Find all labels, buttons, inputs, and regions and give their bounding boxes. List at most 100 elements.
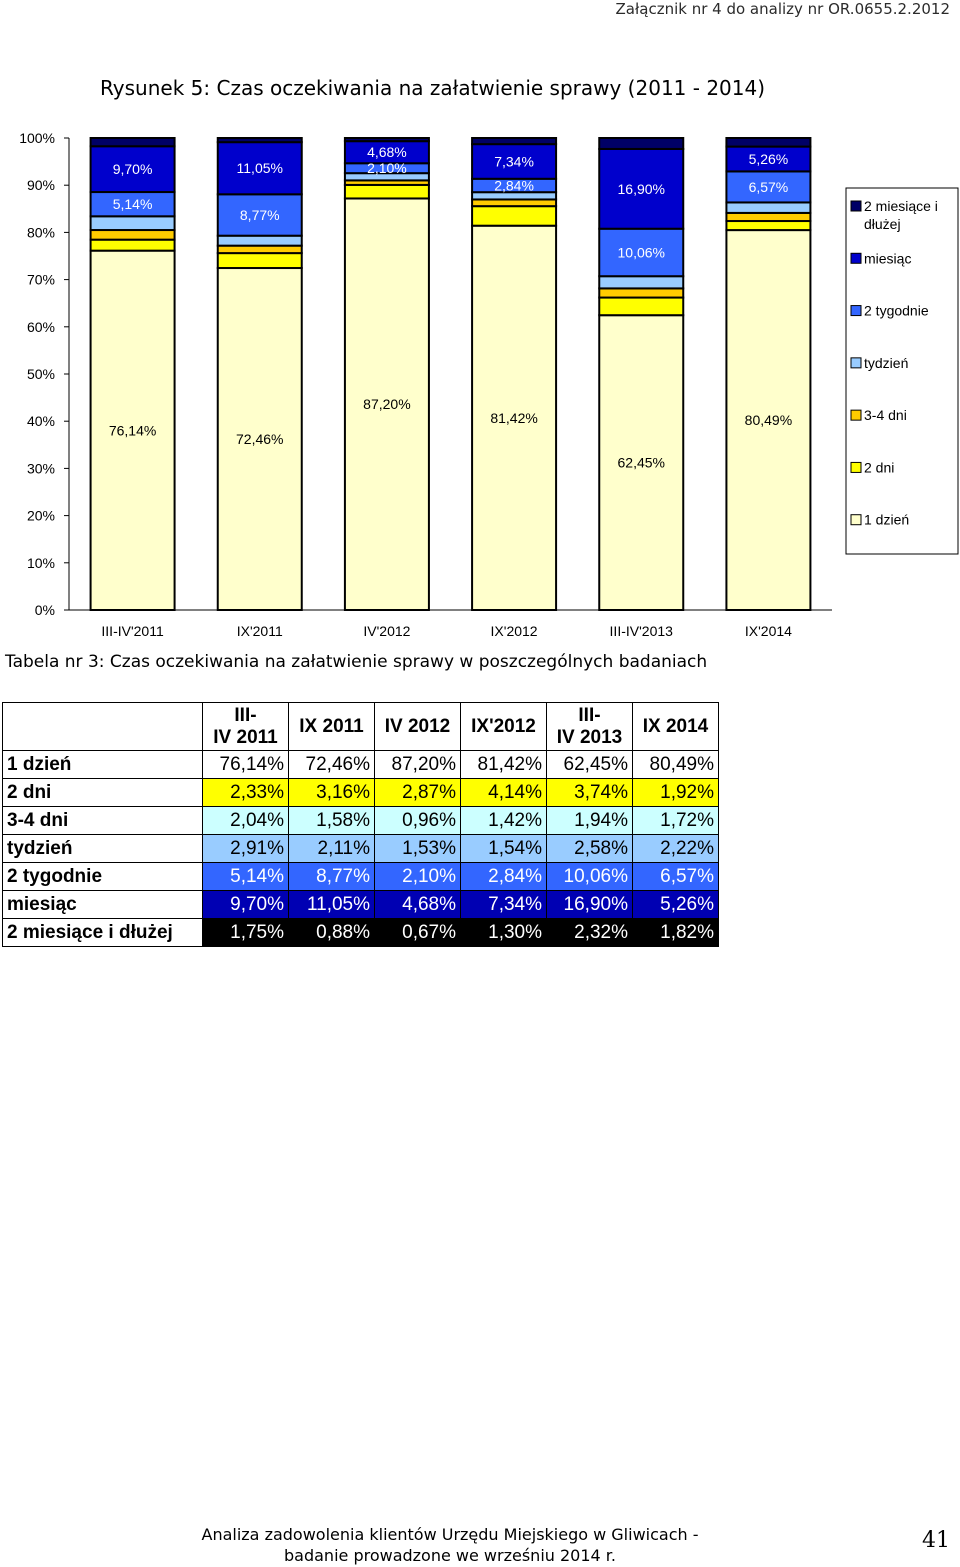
bar-segment [216, 137, 303, 144]
y-tick-label: 0% [35, 602, 55, 618]
y-tick-label: 70% [27, 272, 55, 288]
y-tick-label: 60% [27, 319, 55, 335]
bar-segment [471, 224, 558, 611]
bar-segment [216, 141, 303, 196]
footer-line: Analiza zadowolenia klientów Urzędu Miej… [201, 1525, 699, 1544]
bar-segment [471, 137, 558, 146]
table-cell: 76,14% [202, 750, 289, 779]
column-header: IX 2014 [632, 702, 719, 751]
bar-segment [89, 249, 176, 612]
row-label: miesiąc [2, 890, 203, 919]
figure-title: Rysunek 5: Czas oczekiwania na załatwien… [100, 76, 766, 100]
row-label: 2 miesiące i dłużej [2, 918, 203, 947]
column-header-part: IV 2011 [213, 726, 278, 748]
row-label: tydzień [2, 834, 203, 863]
bar-segment [89, 137, 176, 148]
y-tick-label: 40% [27, 413, 55, 429]
y-tick-label: 10% [27, 555, 55, 571]
column-header: IV 2012 [374, 702, 461, 751]
page-number: 41 [922, 1528, 950, 1553]
table-cell: 1,54% [460, 834, 547, 863]
table-row: 3-4 dni 2,04% 1,58% 0,96% 1,42% 1,94% 1,… [2, 806, 719, 835]
table-cell: 0,67% [374, 918, 461, 947]
table-cell: 3,74% [546, 778, 633, 807]
bars [89, 137, 812, 612]
table-row: miesiąc 9,70% 11,05% 4,68% 7,34% 16,90% … [2, 890, 719, 919]
data-label: 7,34% [494, 153, 534, 169]
bar-segment [471, 205, 558, 227]
table-cell: 4,68% [374, 890, 461, 919]
data-table: III- IV 2011 IX 2011 IV 2012 IX'2012 III… [2, 702, 719, 947]
bar-segment [598, 275, 685, 290]
legend-label: 2 dni [864, 459, 894, 475]
table-cell: 2,87% [374, 778, 461, 807]
table-cell: 1,30% [460, 918, 547, 947]
data-label: 2,10% [367, 160, 407, 176]
legend-box [845, 187, 959, 555]
table-cell: 0,96% [374, 806, 461, 835]
bar-segment [89, 229, 176, 241]
data-label: 9,70% [113, 161, 153, 177]
bar-segment [598, 227, 685, 278]
data-label: 76,14% [109, 422, 156, 438]
column-header: III- IV 2011 [202, 702, 289, 751]
y-tick-label: 100% [19, 130, 55, 146]
table-cell: 87,20% [374, 750, 461, 779]
bar-segment [216, 234, 303, 247]
table-cell: 5,14% [202, 862, 289, 891]
table-cell: 0,88% [288, 918, 375, 947]
bar-segment [343, 137, 430, 143]
column-header-part: III- [234, 704, 257, 726]
table-cell: 62,45% [546, 750, 633, 779]
y-tick-label: 30% [27, 460, 55, 476]
bar-segment [216, 252, 303, 270]
table-cell: 6,57% [632, 862, 719, 891]
table-cell: 1,94% [546, 806, 633, 835]
bar-segment [725, 170, 812, 204]
table-cell: 7,34% [460, 890, 547, 919]
bar-segment [598, 296, 685, 317]
data-label: 5,14% [113, 196, 153, 212]
y-tick-label: 20% [27, 508, 55, 524]
table-cell: 9,70% [202, 890, 289, 919]
y-tick-label: 90% [27, 177, 55, 193]
legend: 2 miesiące i dłużej miesiąc 2 tygodnie tydzi… [845, 187, 959, 555]
legend-swatch [850, 357, 862, 369]
data-label: 10,06% [618, 244, 665, 260]
legend-swatch [850, 305, 862, 317]
x-tick-label: III-IV'2013 [610, 623, 674, 639]
stacked-bar-chart: 0% 10% 20% 30% 40% 50% 60% 70% 80% 90% 100% 76,14%… [19, 130, 959, 639]
data-label: 62,45% [618, 455, 665, 471]
table-cell: 2,33% [202, 778, 289, 807]
x-tick-label: IX'2014 [745, 623, 792, 639]
data-label: 87,20% [363, 396, 410, 412]
table-row: 2 dni 2,33% 3,16% 2,87% 4,14% 3,74% 1,92… [2, 778, 719, 807]
y-tick-label: 50% [27, 366, 55, 382]
y-tick-label: 80% [27, 224, 55, 240]
x-tick-label: IX'2012 [491, 623, 538, 639]
table-cell: 2,04% [202, 806, 289, 835]
x-tick-label: IV'2012 [363, 623, 410, 639]
data-label: 2,84% [494, 177, 534, 193]
table-row: 1 dzień 76,14% 72,46% 87,20% 81,42% 62,4… [2, 750, 719, 779]
table-caption: Tabela nr 3: Czas oczekiwania na załatwi… [5, 652, 708, 672]
bar-segment [216, 193, 303, 237]
table-cell: 1,82% [632, 918, 719, 947]
table-cell: 11,05% [288, 890, 375, 919]
table-cell: 1,53% [374, 834, 461, 863]
bar-segment [89, 238, 176, 252]
data-label: 5,26% [749, 151, 789, 167]
legend-swatch [850, 409, 862, 421]
bar-segment [725, 220, 812, 232]
table-cell: 2,10% [374, 862, 461, 891]
column-header-part: IV 2013 [556, 726, 623, 748]
bar-segment [725, 229, 812, 612]
table-cell: 3,16% [288, 778, 375, 807]
table-cell: 72,46% [288, 750, 375, 779]
legend-label: tydzień [864, 355, 908, 371]
table-cell: 16,90% [546, 890, 633, 919]
bar-segment [471, 198, 558, 208]
table-header-row: III- IV 2011 IX 2011 IV 2012 IX'2012 III… [2, 702, 719, 751]
table-cell: 81,42% [460, 750, 547, 779]
x-tick-label: IX'2011 [237, 623, 283, 639]
